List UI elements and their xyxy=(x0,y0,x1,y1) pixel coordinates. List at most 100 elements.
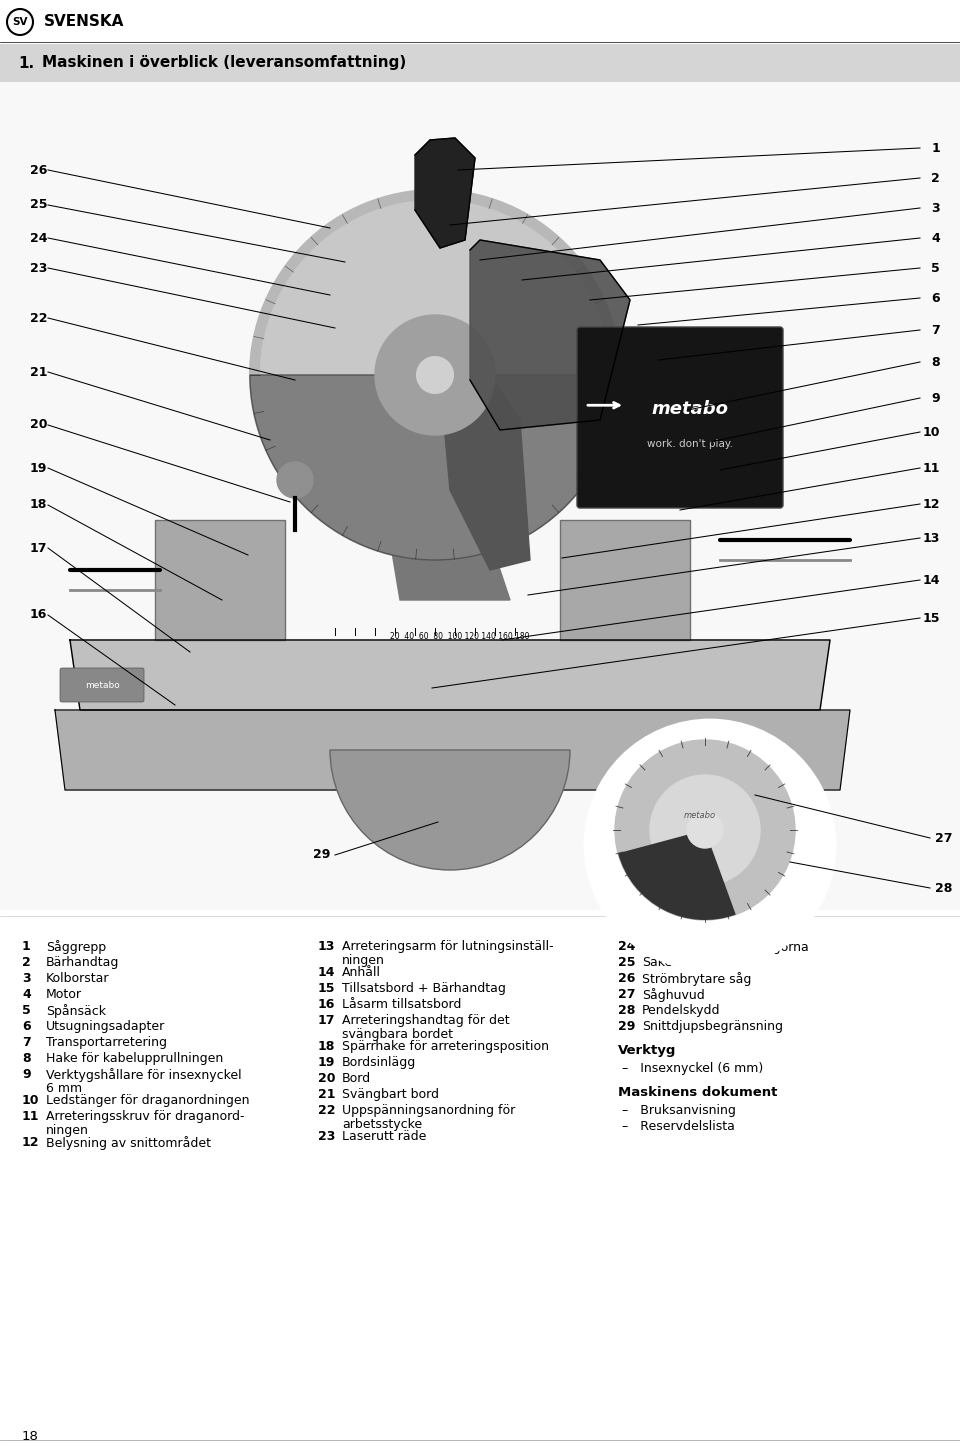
Text: 18: 18 xyxy=(22,1429,38,1442)
Text: Arreteringshandtag för det: Arreteringshandtag för det xyxy=(342,1013,510,1027)
Text: metabo: metabo xyxy=(652,400,729,417)
Text: Arreteringsarm för lutningsinställ-: Arreteringsarm för lutningsinställ- xyxy=(342,939,554,952)
Text: metabo: metabo xyxy=(684,810,716,820)
Text: 20  40  60  80  100 120 140 160 180: 20 40 60 80 100 120 140 160 180 xyxy=(390,632,530,641)
Text: 1.: 1. xyxy=(18,55,35,70)
Wedge shape xyxy=(618,830,735,920)
FancyBboxPatch shape xyxy=(60,667,144,702)
Text: 1: 1 xyxy=(22,939,31,952)
Polygon shape xyxy=(440,361,530,570)
Polygon shape xyxy=(70,640,830,710)
Text: Spärrhake för arreteringsposition: Spärrhake för arreteringsposition xyxy=(342,1040,549,1053)
Text: 5: 5 xyxy=(931,262,940,275)
Text: 25: 25 xyxy=(618,955,636,968)
Text: Svängbart bord: Svängbart bord xyxy=(342,1088,439,1101)
Text: svängbara bordet: svängbara bordet xyxy=(342,1028,453,1041)
Text: 17: 17 xyxy=(318,1013,335,1027)
Text: 12: 12 xyxy=(923,497,940,510)
Circle shape xyxy=(260,201,610,550)
Text: SV: SV xyxy=(12,17,28,28)
Text: 5: 5 xyxy=(22,1005,31,1016)
Text: arbetsstycke: arbetsstycke xyxy=(342,1118,422,1131)
Text: 24: 24 xyxy=(618,939,636,952)
Text: Anhåll: Anhåll xyxy=(342,965,381,979)
Text: 26: 26 xyxy=(30,163,47,176)
Text: 18: 18 xyxy=(30,499,47,512)
FancyBboxPatch shape xyxy=(0,81,960,910)
Circle shape xyxy=(585,720,835,970)
Text: 11: 11 xyxy=(923,461,940,474)
Text: 11: 11 xyxy=(22,1109,39,1122)
Circle shape xyxy=(615,740,795,920)
Text: ningen: ningen xyxy=(46,1124,89,1137)
Circle shape xyxy=(277,462,313,499)
Text: Belysning av snittområdet: Belysning av snittområdet xyxy=(46,1136,211,1150)
Text: 3: 3 xyxy=(22,973,31,984)
Text: 9: 9 xyxy=(22,1069,31,1080)
Text: 21: 21 xyxy=(318,1088,335,1101)
Text: Arretering av sågklingorna: Arretering av sågklingorna xyxy=(642,939,808,954)
Text: Säkerhetslås: Säkerhetslås xyxy=(642,955,722,968)
Text: Hake för kabelupprullningen: Hake för kabelupprullningen xyxy=(46,1053,224,1064)
Text: 13: 13 xyxy=(923,532,940,544)
Text: Såggrepp: Såggrepp xyxy=(46,939,107,954)
Text: 16: 16 xyxy=(30,609,47,621)
Text: 9: 9 xyxy=(931,391,940,404)
Text: Pendelskydd: Pendelskydd xyxy=(642,1005,721,1016)
FancyBboxPatch shape xyxy=(560,521,690,640)
Text: 6: 6 xyxy=(22,1021,31,1032)
Text: 21: 21 xyxy=(30,365,47,378)
Text: 15: 15 xyxy=(318,981,335,995)
Text: 24: 24 xyxy=(30,231,47,244)
FancyBboxPatch shape xyxy=(577,327,783,507)
Text: 8: 8 xyxy=(22,1053,31,1064)
Text: 20: 20 xyxy=(30,419,47,432)
Text: 14: 14 xyxy=(923,573,940,586)
Text: 29: 29 xyxy=(313,849,330,862)
Text: 4: 4 xyxy=(931,231,940,244)
Text: Bordsinlägg: Bordsinlägg xyxy=(342,1056,417,1069)
Text: 7: 7 xyxy=(22,1037,31,1048)
Polygon shape xyxy=(390,539,510,601)
Wedge shape xyxy=(250,375,620,560)
Circle shape xyxy=(687,811,723,848)
Text: Snittdjupsbegränsning: Snittdjupsbegränsning xyxy=(642,1021,783,1032)
FancyBboxPatch shape xyxy=(0,44,960,81)
Text: 1: 1 xyxy=(931,141,940,154)
Text: 16: 16 xyxy=(318,997,335,1011)
Text: 3: 3 xyxy=(931,202,940,215)
Text: Verktygshållare för insexnyckel: Verktygshållare för insexnyckel xyxy=(46,1069,242,1082)
Text: 17: 17 xyxy=(30,541,47,554)
Text: Motor: Motor xyxy=(46,989,82,1000)
Text: 14: 14 xyxy=(318,965,335,979)
Text: 13: 13 xyxy=(318,939,335,952)
Text: 10: 10 xyxy=(923,426,940,439)
Text: 7: 7 xyxy=(931,323,940,336)
Text: 28: 28 xyxy=(618,1005,636,1016)
Circle shape xyxy=(650,775,760,885)
Text: Transportarretering: Transportarretering xyxy=(46,1037,167,1048)
Text: 23: 23 xyxy=(318,1130,335,1143)
Circle shape xyxy=(417,358,453,393)
Text: –   Bruksanvisning: – Bruksanvisning xyxy=(622,1104,736,1117)
Text: Bord: Bord xyxy=(342,1072,372,1085)
Text: Maskinen i överblick (leveransomfattning): Maskinen i överblick (leveransomfattning… xyxy=(42,55,406,70)
Text: Kolborstar: Kolborstar xyxy=(46,973,109,984)
Text: Såghuvud: Såghuvud xyxy=(642,989,705,1002)
Text: Arreteringsskruv för draganord-: Arreteringsskruv för draganord- xyxy=(46,1109,245,1122)
Text: 4: 4 xyxy=(22,989,31,1000)
Text: Tillsatsbord + Bärhandtag: Tillsatsbord + Bärhandtag xyxy=(342,981,506,995)
Text: Laserutt räde: Laserutt räde xyxy=(342,1130,426,1143)
Text: 6 mm: 6 mm xyxy=(46,1082,83,1095)
Text: 27: 27 xyxy=(935,832,952,845)
Wedge shape xyxy=(330,750,570,869)
Text: work. don't play.: work. don't play. xyxy=(647,439,732,449)
Text: 18: 18 xyxy=(318,1040,335,1053)
Text: Spånsäck: Spånsäck xyxy=(46,1005,106,1018)
Text: ningen: ningen xyxy=(342,954,385,967)
Text: –   Reservdelslista: – Reservdelslista xyxy=(622,1120,734,1133)
Circle shape xyxy=(250,190,620,560)
Text: 25: 25 xyxy=(30,199,47,211)
Text: 23: 23 xyxy=(30,262,47,275)
Text: 19: 19 xyxy=(318,1056,335,1069)
